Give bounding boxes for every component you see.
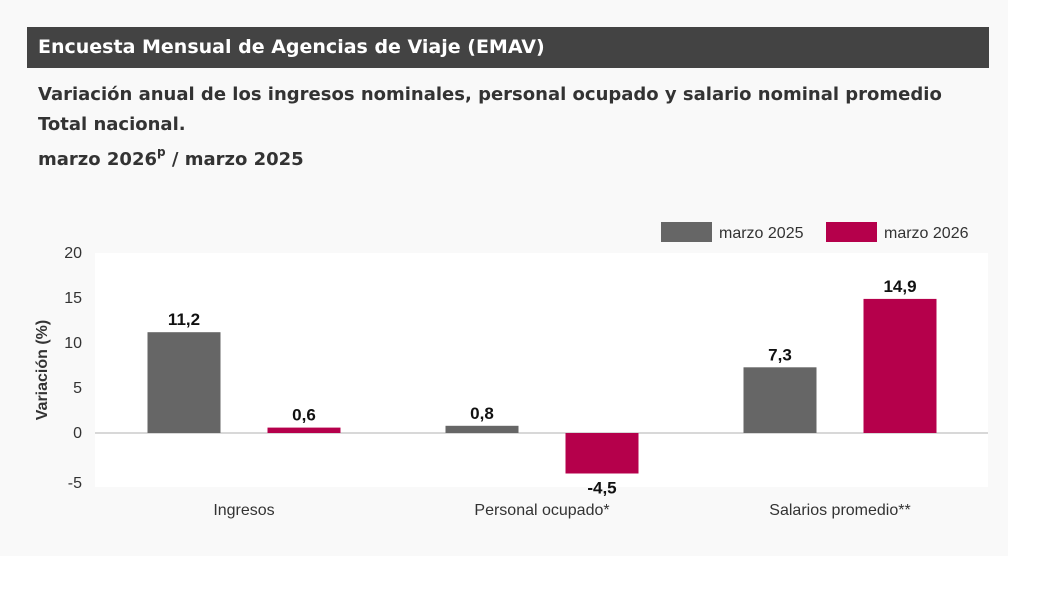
page-title: Encuesta Mensual de Agencias de Viaje (E… [27, 27, 989, 68]
bar [445, 425, 519, 433]
y-tick-label: -5 [68, 475, 82, 492]
legend-label: marzo 2026 [884, 225, 969, 242]
chart-period: marzo 2026p / marzo 2025 [38, 145, 304, 170]
y-axis-title: Variación (%) [34, 320, 51, 420]
legend-label: marzo 2025 [719, 225, 804, 242]
x-category-label: Salarios promedio** [769, 502, 910, 519]
data-label: 0,6 [292, 406, 316, 425]
bar [863, 298, 937, 433]
y-tick-label: 15 [64, 290, 82, 307]
data-label: -4,5 [587, 479, 616, 498]
y-tick-label: 0 [73, 425, 82, 442]
x-category-label: Ingresos [213, 502, 274, 519]
legend-swatch [661, 222, 712, 242]
bar [565, 433, 639, 474]
y-tick-label: 5 [73, 380, 82, 397]
bar [743, 367, 817, 433]
y-tick-label: 20 [64, 245, 82, 262]
period-main: marzo 2026 [38, 149, 157, 170]
chart-subtitle: Variación anual de los ingresos nominale… [38, 84, 942, 105]
chart-subtitle-scope: Total nacional. [38, 114, 186, 135]
bar [267, 427, 341, 433]
plot-area [95, 253, 988, 487]
data-label: 7,3 [768, 345, 792, 364]
legend-swatch [826, 222, 877, 242]
bar [147, 332, 221, 433]
period-superscript: p [157, 145, 166, 159]
y-tick-label: 10 [64, 335, 82, 352]
data-label: 11,2 [168, 310, 200, 329]
data-label: 0,8 [470, 404, 494, 423]
period-rest: / marzo 2025 [165, 149, 304, 170]
x-category-label: Personal ocupado* [474, 502, 609, 519]
data-label: 14,9 [883, 277, 916, 296]
